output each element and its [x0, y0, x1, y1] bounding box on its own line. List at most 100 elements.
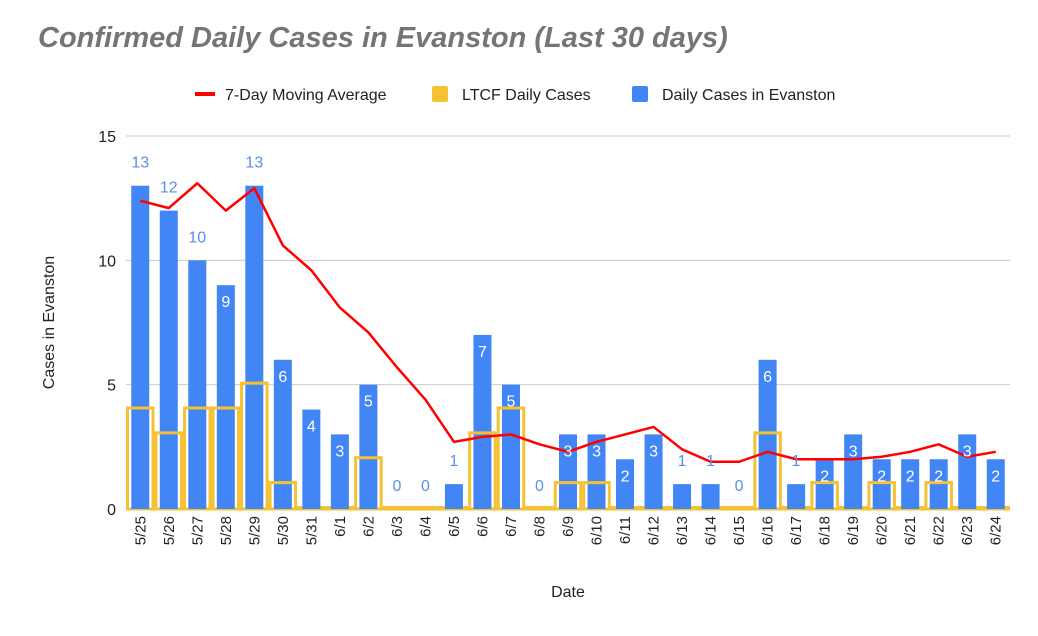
daily-cases-bar — [188, 260, 207, 509]
x-tick-label: 5/27 — [189, 516, 206, 545]
daily-cases-bar — [245, 185, 264, 509]
x-tick-label: 5/30 — [275, 516, 292, 545]
data-label: 13 — [131, 155, 149, 172]
x-tick-label: 6/11 — [617, 516, 634, 544]
data-label: 12 — [160, 180, 178, 197]
ltcf-bar — [382, 506, 412, 511]
x-tick-label: 6/10 — [589, 516, 606, 545]
legend-label: Daily Cases in Evanston — [662, 87, 835, 104]
x-tick-label: 5/29 — [246, 516, 263, 545]
y-tick-label: 10 — [98, 253, 116, 270]
x-tick-label: 6/24 — [988, 516, 1005, 545]
daily-cases-bar — [131, 185, 150, 509]
daily-cases-bar — [216, 285, 235, 509]
daily-cases-bar — [330, 434, 349, 509]
legend-swatch-icon — [432, 86, 448, 102]
x-tick-label: 6/18 — [817, 516, 834, 545]
x-tick-label: 6/17 — [788, 516, 805, 545]
data-label: 6 — [763, 369, 772, 386]
y-tick-label: 15 — [98, 129, 116, 146]
ltcf-bar — [724, 506, 754, 511]
daily-cases-bar — [958, 434, 977, 509]
x-tick-label: 6/15 — [731, 516, 748, 545]
daily-cases-bar — [559, 434, 577, 509]
data-label: 2 — [621, 468, 630, 485]
x-tick-label: 6/12 — [646, 516, 663, 545]
x-tick-label: 6/3 — [389, 516, 406, 537]
x-tick-label: 6/16 — [760, 516, 777, 545]
daily-cases-bar — [159, 210, 178, 509]
daily-cases-bar — [644, 434, 663, 509]
data-label: 3 — [849, 443, 858, 460]
daily-cases-bar — [616, 459, 635, 509]
data-label: 2 — [934, 468, 943, 485]
daily-cases-bar — [986, 459, 1005, 509]
data-label: 1 — [792, 453, 801, 470]
daily-cases-bar — [901, 459, 920, 509]
x-tick-label: 6/4 — [417, 516, 434, 537]
daily-cases-bar — [787, 484, 806, 509]
data-label: 0 — [535, 478, 544, 495]
x-tick-label: 6/20 — [874, 516, 891, 545]
data-label: 6 — [278, 369, 287, 386]
x-axis-label: Date — [551, 584, 585, 601]
data-label: 3 — [963, 443, 972, 460]
data-label: 1 — [678, 453, 687, 470]
x-tick-label: 6/1 — [332, 516, 349, 537]
data-label: 0 — [421, 478, 430, 495]
x-tick-label: 6/19 — [845, 516, 862, 545]
x-tick-label: 6/14 — [703, 516, 720, 545]
daily-cases-bar — [273, 359, 292, 509]
daily-cases-bar — [444, 484, 463, 509]
x-tick-label: 6/21 — [902, 516, 919, 545]
data-label: 3 — [649, 443, 658, 460]
data-label: 5 — [507, 394, 516, 411]
data-label: 2 — [877, 468, 886, 485]
data-label: 7 — [478, 344, 487, 361]
y-axis-label: Cases in Evanston — [41, 256, 58, 389]
chart-title: Confirmed Daily Cases in Evanston (Last … — [38, 22, 728, 54]
ltcf-bar — [525, 506, 554, 511]
data-label: 3 — [335, 443, 344, 460]
daily-cases-bar — [587, 434, 606, 509]
daily-cases-bar — [501, 384, 520, 509]
data-label: 2 — [991, 468, 1000, 485]
daily-cases-bar — [701, 484, 720, 509]
x-tick-label: 6/13 — [674, 516, 691, 545]
data-label: 1 — [449, 453, 458, 470]
daily-cases-bar — [302, 409, 321, 509]
x-tick-label: 6/2 — [360, 516, 377, 537]
x-tick-label: 6/5 — [446, 516, 463, 537]
data-label: 5 — [364, 394, 373, 411]
data-label: 13 — [245, 155, 263, 172]
legend-label: LTCF Daily Cases — [462, 87, 591, 104]
data-label: 3 — [564, 443, 573, 460]
x-tick-label: 6/7 — [503, 516, 520, 537]
data-label: 10 — [188, 229, 206, 246]
x-tick-label: 6/22 — [931, 516, 948, 545]
x-tick-label: 6/8 — [531, 516, 548, 537]
x-tick-label: 5/26 — [161, 516, 178, 545]
x-tick-label: 5/28 — [218, 516, 235, 545]
x-tick-label: 5/25 — [132, 516, 149, 545]
y-tick-label: 0 — [107, 502, 116, 519]
daily-cases-bar — [673, 484, 692, 509]
daily-cases-bar — [359, 384, 378, 509]
x-tick-label: 5/31 — [303, 516, 320, 545]
x-tick-label: 6/6 — [474, 516, 491, 537]
data-label: 9 — [221, 294, 230, 311]
data-label: 0 — [735, 478, 744, 495]
x-tick-label: 6/23 — [959, 516, 976, 545]
data-label: 2 — [906, 468, 915, 485]
data-label: 2 — [820, 468, 829, 485]
moving-average-line — [139, 181, 996, 464]
legend-swatch-icon — [632, 86, 648, 102]
ltcf-bar — [411, 506, 440, 511]
data-label: 1 — [706, 453, 715, 470]
data-label: 0 — [392, 478, 401, 495]
x-tick-label: 6/9 — [560, 516, 577, 537]
data-label: 4 — [307, 419, 316, 436]
data-label: 3 — [592, 443, 601, 460]
y-tick-label: 5 — [107, 378, 116, 395]
